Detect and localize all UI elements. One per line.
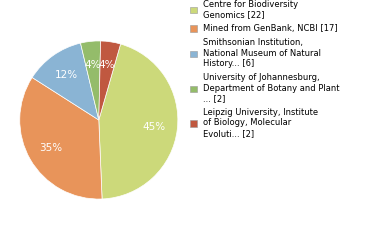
Text: 12%: 12% [55, 70, 78, 80]
Text: 4%: 4% [99, 60, 116, 70]
Text: 35%: 35% [39, 143, 62, 153]
Wedge shape [20, 78, 102, 199]
Wedge shape [81, 41, 101, 120]
Wedge shape [32, 43, 99, 120]
Text: 45%: 45% [142, 122, 165, 132]
Text: 4%: 4% [85, 60, 101, 70]
Wedge shape [99, 41, 120, 120]
Legend: Centre for Biodiversity
Genomics [22], Mined from GenBank, NCBI [17], Smithsonia: Centre for Biodiversity Genomics [22], M… [190, 0, 340, 138]
Wedge shape [99, 44, 178, 199]
